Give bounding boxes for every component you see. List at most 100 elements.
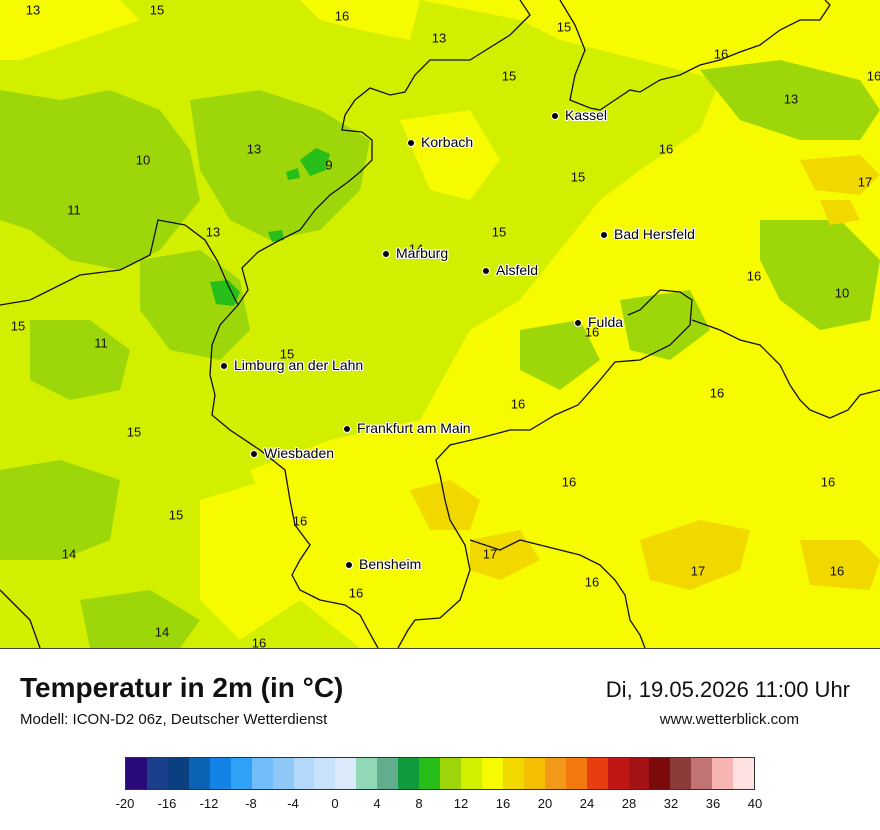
city-dot-icon <box>551 112 559 121</box>
legend-swatch <box>230 758 252 789</box>
city-dot-icon <box>600 231 608 240</box>
city-name: Wiesbaden <box>264 445 335 461</box>
temperature-value: 16 <box>251 635 267 649</box>
city-name: Kassel <box>565 107 608 123</box>
city-marker[interactable]: Wiesbaden <box>250 445 335 461</box>
legend-tick: 20 <box>537 796 553 811</box>
map-title: Temperatur in 2m (in °C) <box>20 672 344 703</box>
temperature-value: 15 <box>501 68 517 84</box>
city-name: Marburg <box>396 245 449 261</box>
cold-areas <box>210 148 330 306</box>
city-name: Bensheim <box>359 556 422 572</box>
city-dot-icon <box>343 425 351 434</box>
website-link[interactable]: www.wetterblick.com <box>659 711 799 728</box>
city-marker[interactable]: Marburg <box>382 245 449 261</box>
temperature-value: 16 <box>713 46 729 62</box>
legend-swatch <box>356 758 378 789</box>
legend-swatch <box>565 758 587 789</box>
temperature-value: 11 <box>94 335 108 351</box>
temperature-value: 16 <box>561 474 577 490</box>
city-marker[interactable]: Bad Hersfeld <box>600 226 695 242</box>
legend-swatch <box>272 758 294 789</box>
cool-areas <box>0 60 880 648</box>
city-marker[interactable]: Limburg an der Lahn <box>220 357 364 373</box>
legend-swatch <box>670 758 692 789</box>
legend-tick: 40 <box>747 796 763 811</box>
legend-swatch <box>586 758 608 789</box>
legend-swatch <box>733 758 755 789</box>
temperature-value: 16 <box>658 141 674 157</box>
legend-tick: -4 <box>287 796 299 811</box>
legend-tick: 16 <box>495 796 511 811</box>
temperature-value: 15 <box>168 507 184 523</box>
legend-swatch <box>502 758 524 789</box>
legend-swatch <box>481 758 503 789</box>
model-source: Modell: ICON-D2 06z, Deutscher Wetterdie… <box>20 711 328 728</box>
city-name: Frankfurt am Main <box>357 420 471 436</box>
temperature-value: 10 <box>834 285 850 301</box>
city-marker[interactable]: Alsfeld <box>482 262 539 278</box>
temperature-value: 15 <box>10 318 26 334</box>
legend-swatch <box>691 758 713 789</box>
legend-tick-labels: -20 -16 -12 -8 -4 0 4 8 12 16 20 24 28 32 36 40 <box>116 796 763 814</box>
legend-swatch <box>314 758 336 789</box>
temperature-value: 16 <box>292 513 308 529</box>
legend-swatch <box>377 758 399 789</box>
legend-swatch <box>544 758 566 789</box>
map-canvas <box>0 0 880 648</box>
legend-swatch <box>649 758 671 789</box>
legend-swatch <box>461 758 482 789</box>
temperature-value: 15 <box>149 2 165 18</box>
legend-swatch <box>146 758 168 789</box>
temperature-value: 16 <box>584 574 600 590</box>
city-marker[interactable]: Bensheim <box>345 556 422 572</box>
legend-swatch <box>293 758 315 789</box>
temperature-value: 16 <box>348 585 364 601</box>
temperature-value: 16 <box>510 396 526 412</box>
temperature-value: 16 <box>334 8 350 24</box>
city-marker[interactable]: Frankfurt am Main <box>343 420 471 436</box>
city-dot-icon <box>220 362 228 371</box>
legend-swatch <box>251 758 273 789</box>
temperature-value: 15 <box>279 346 295 362</box>
legend-swatch <box>628 758 650 789</box>
temperature-value: 14 <box>61 546 77 562</box>
temperature-value: 11 <box>67 202 81 218</box>
temperature-value: 16 <box>709 385 725 401</box>
state-borders <box>0 0 880 648</box>
temperature-value: 13 <box>431 30 447 46</box>
hot-areas <box>410 155 880 590</box>
city-marker[interactable]: Kassel <box>551 107 608 123</box>
temperature-value: 13 <box>783 91 799 107</box>
temperature-map[interactable]: 13 15 16 13 15 16 16 15 13 13 10 9 16 15 17 11 13 15 14 16 1… <box>0 0 880 649</box>
legend-swatch <box>126 758 147 789</box>
city-marker[interactable]: Fulda <box>574 314 623 330</box>
city-name: Alsfeld <box>496 262 539 278</box>
temperature-value: 13 <box>25 2 41 18</box>
legend-tick: -12 <box>199 796 219 811</box>
temperature-value: 16 <box>584 324 600 340</box>
city-marker[interactable]: Korbach <box>407 134 473 150</box>
legend-swatch <box>419 758 441 789</box>
temperature-value: 16 <box>866 68 880 84</box>
legend-swatch <box>167 758 189 789</box>
city-name: Limburg an der Lahn <box>234 357 364 373</box>
legend-tick: 12 <box>453 796 469 811</box>
temperature-value: 16 <box>746 268 762 284</box>
temperature-value: 17 <box>857 174 873 190</box>
legend-swatch <box>607 758 629 789</box>
legend-tick: -20 <box>115 796 135 811</box>
legend-tick: 4 <box>373 796 381 811</box>
city-dot-icon <box>482 267 490 276</box>
temperature-value: 14 <box>154 624 170 640</box>
temperature-value: 14 <box>408 241 424 257</box>
city-dot-icon <box>345 561 353 570</box>
city-dot-icon <box>250 450 258 459</box>
temperature-value: 15 <box>570 169 586 185</box>
legend-tick: 8 <box>415 796 423 811</box>
temperature-value: 9 <box>325 157 333 173</box>
legend-tick: 32 <box>663 796 679 811</box>
temperature-value: 16 <box>829 563 845 579</box>
legend-tick: 0 <box>331 796 339 811</box>
temperature-value: 16 <box>820 474 836 490</box>
